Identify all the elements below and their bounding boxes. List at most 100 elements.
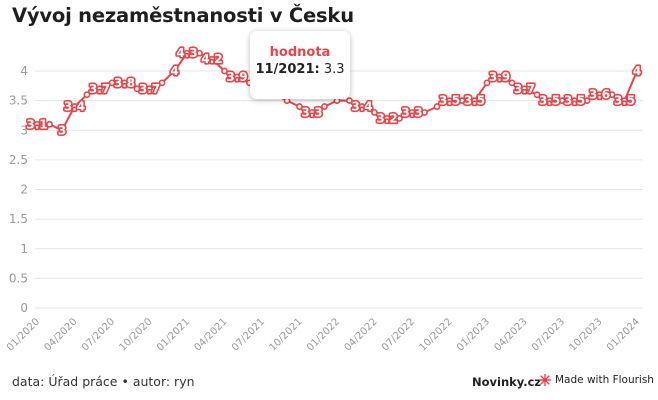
data-point bbox=[321, 103, 328, 110]
x-tick-label: 04/2022 bbox=[342, 316, 379, 353]
x-tick-label: 10/2020 bbox=[117, 316, 154, 353]
y-tick-label: 3 bbox=[20, 123, 28, 137]
brand-logo[interactable]: Novinky.cz bbox=[472, 375, 542, 389]
hover-tooltip: hodnota 11/2021: 3.3 bbox=[250, 31, 350, 99]
tooltip-date: 11/2021 bbox=[255, 62, 315, 77]
data-point bbox=[458, 97, 466, 105]
x-tick-label: 04/2020 bbox=[42, 316, 79, 353]
y-tick-label: 4 bbox=[20, 64, 28, 78]
y-tick-label: 0 bbox=[20, 301, 28, 315]
x-tick-label: 07/2022 bbox=[380, 316, 417, 353]
data-point bbox=[196, 49, 203, 57]
data-label: 3.8 bbox=[114, 76, 135, 90]
x-axis-ticks: 01/2020 04/2020 07/2020 10/2020 01/2021 04/20… bbox=[5, 316, 642, 353]
data-point bbox=[471, 97, 478, 105]
data-label: 3.7 bbox=[514, 82, 535, 96]
data-label: 3.2 bbox=[376, 111, 397, 125]
x-tick-label: 07/2023 bbox=[530, 316, 567, 353]
data-point bbox=[408, 109, 416, 116]
x-tick-label: 10/2021 bbox=[267, 316, 304, 353]
x-tick-label: 07/2021 bbox=[230, 316, 267, 353]
data-point bbox=[483, 79, 491, 87]
flourish-logo-icon bbox=[539, 374, 551, 386]
data-point bbox=[508, 79, 516, 87]
data-labels: 3.1 3 3.4 3.7 3.8 3.7 4 4.3 4.2 3.9 3.3 3.4 3.2 3.3 3.… bbox=[25, 45, 643, 139]
made-with-flourish-link[interactable]: Made with Flourish bbox=[539, 374, 654, 386]
data-point bbox=[521, 85, 528, 93]
data-label: 3.4 bbox=[64, 100, 85, 114]
data-label: 3.7 bbox=[89, 82, 110, 96]
y-tick-label: 3.5 bbox=[9, 94, 28, 108]
data-label: 3.5 bbox=[464, 94, 485, 108]
data-point bbox=[108, 79, 116, 87]
x-tick-label: 01/2024 bbox=[605, 316, 642, 353]
chart-title: Vývoj nezaměstnanosti v Česku bbox=[12, 4, 354, 27]
data-point bbox=[533, 91, 541, 99]
data-label: 3.3 bbox=[401, 105, 422, 119]
data-point bbox=[58, 126, 66, 134]
tooltip-title: hodnota bbox=[269, 45, 331, 60]
y-axis-ticks: 0 0.5 1 1.5 2 2.5 3 3.5 4 bbox=[9, 64, 28, 315]
data-point bbox=[571, 97, 578, 105]
x-tick-label: 01/2022 bbox=[305, 316, 342, 353]
data-label: 3 bbox=[58, 123, 66, 137]
data-point bbox=[358, 103, 366, 110]
data-point bbox=[33, 120, 41, 128]
x-tick-label: 04/2021 bbox=[192, 316, 229, 353]
y-tick-label: 1.5 bbox=[9, 212, 28, 226]
y-tick-label: 0.5 bbox=[9, 271, 28, 285]
data-point bbox=[146, 85, 153, 93]
made-with-flourish-text: Made with Flourish bbox=[555, 374, 654, 386]
data-point bbox=[233, 73, 241, 81]
data-point bbox=[83, 91, 91, 99]
data-point bbox=[433, 103, 441, 110]
x-tick-label: 10/2022 bbox=[417, 316, 454, 353]
x-tick-label: 01/2023 bbox=[455, 316, 492, 353]
x-tick-label: 01/2020 bbox=[5, 316, 42, 353]
data-point bbox=[621, 97, 628, 105]
data-label: 3.9 bbox=[226, 70, 247, 84]
y-tick-label: 1 bbox=[20, 242, 28, 256]
data-point bbox=[46, 120, 53, 128]
data-point bbox=[121, 79, 128, 87]
data-label: 3.5 bbox=[439, 94, 460, 108]
data-label: 4 bbox=[633, 64, 641, 78]
data-point bbox=[208, 55, 216, 63]
data-point bbox=[221, 67, 228, 75]
source-credit: data: Úřad práce • autor: ryn bbox=[12, 374, 195, 389]
data-point bbox=[383, 115, 391, 122]
data-label: 3.9 bbox=[489, 70, 510, 84]
data-point bbox=[446, 97, 453, 105]
data-label: 4.3 bbox=[176, 46, 197, 60]
data-point bbox=[583, 97, 591, 105]
data-point bbox=[133, 85, 141, 93]
data-label: 3.7 bbox=[139, 82, 160, 96]
data-point bbox=[558, 97, 566, 105]
x-tick-label: 07/2020 bbox=[80, 316, 117, 353]
data-point bbox=[183, 49, 191, 57]
data-point bbox=[296, 103, 303, 110]
data-point bbox=[608, 91, 616, 99]
x-tick-label: 10/2023 bbox=[567, 316, 604, 353]
data-label: 3.5 bbox=[564, 94, 585, 108]
data-point bbox=[546, 97, 553, 105]
x-tick-label: 04/2023 bbox=[492, 316, 529, 353]
data-point bbox=[158, 79, 166, 87]
data-point bbox=[308, 109, 316, 116]
data-point bbox=[633, 67, 641, 75]
tooltip-value: 3.3 bbox=[323, 62, 345, 77]
y-tick-label: 2.5 bbox=[9, 153, 28, 167]
data-points bbox=[33, 49, 641, 134]
data-label: 4.2 bbox=[201, 52, 222, 66]
data-point bbox=[496, 73, 503, 81]
data-label: 3.1 bbox=[26, 117, 47, 131]
data-label: 4 bbox=[170, 64, 178, 78]
data-point bbox=[171, 67, 178, 75]
data-label: 3.5 bbox=[614, 94, 635, 108]
data-point bbox=[421, 109, 428, 116]
data-label: 3.3 bbox=[301, 105, 322, 119]
data-point bbox=[71, 103, 78, 110]
data-point bbox=[96, 85, 103, 93]
data-point bbox=[371, 109, 378, 116]
